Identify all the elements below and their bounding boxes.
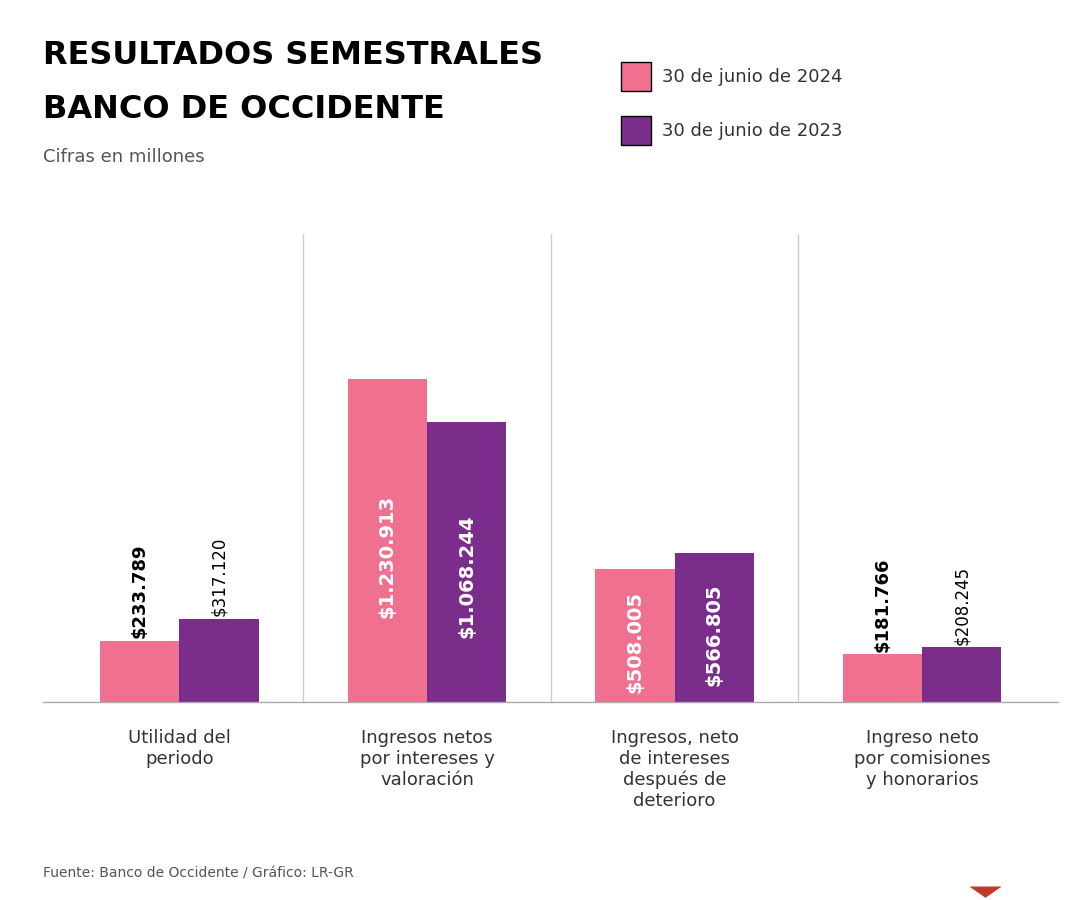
Bar <box>100 641 179 702</box>
Bar <box>922 647 1001 702</box>
Text: 30 de junio de 2023: 30 de junio de 2023 <box>662 122 842 140</box>
Text: Fuente: Banco de Occidente / Gráfico: LR-GR: Fuente: Banco de Occidente / Gráfico: LR… <box>43 866 354 880</box>
Text: $1.230.913: $1.230.913 <box>378 495 396 618</box>
Bar <box>427 422 507 702</box>
Text: $508.005: $508.005 <box>625 591 645 693</box>
Text: $317.120: $317.120 <box>210 537 228 616</box>
Polygon shape <box>970 886 1002 898</box>
Text: Utilidad del
periodo: Utilidad del periodo <box>127 729 231 768</box>
Text: $208.245: $208.245 <box>953 566 971 644</box>
Text: Ingresos, neto
de intereses
después de
deterioro: Ingresos, neto de intereses después de d… <box>610 729 739 810</box>
Bar <box>843 654 922 702</box>
Text: LR: LR <box>966 840 1005 868</box>
Text: $566.805: $566.805 <box>705 584 724 687</box>
Bar <box>348 379 427 702</box>
Text: Cifras en millones: Cifras en millones <box>43 148 205 166</box>
Bar <box>595 569 675 702</box>
Text: Ingreso neto
por comisiones
y honorarios: Ingreso neto por comisiones y honorarios <box>854 729 990 788</box>
Text: 30 de junio de 2024: 30 de junio de 2024 <box>662 68 842 86</box>
Text: $181.766: $181.766 <box>874 557 892 652</box>
Bar <box>675 554 754 702</box>
Text: RESULTADOS SEMESTRALES: RESULTADOS SEMESTRALES <box>43 40 543 71</box>
Text: BANCO DE OCCIDENTE: BANCO DE OCCIDENTE <box>43 94 445 125</box>
Text: $1.068.244: $1.068.244 <box>457 514 476 638</box>
Bar <box>179 619 258 702</box>
Text: Ingresos netos
por intereses y
valoración: Ingresos netos por intereses y valoració… <box>360 729 495 788</box>
Text: $233.789: $233.789 <box>131 544 149 638</box>
